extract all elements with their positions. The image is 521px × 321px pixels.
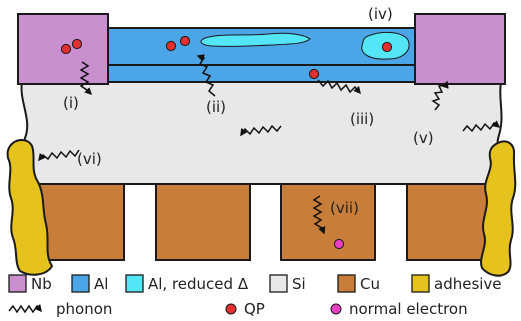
phonon-arrow — [38, 149, 80, 162]
legend-swatch-si — [269, 274, 288, 293]
qp-dot-6 — [308, 68, 320, 80]
niobium-pad-right — [414, 13, 506, 85]
legend-phonon-icon — [8, 303, 42, 314]
label-iv: (iv) — [368, 5, 393, 23]
phonon-arrow — [431, 80, 449, 111]
legend: Nb Al Al, reduced Δ Si Cu adhesive phono… — [8, 274, 502, 318]
label-i: (i) — [63, 94, 79, 112]
qp-dot-3 — [165, 40, 177, 52]
qp-dot-5 — [381, 41, 393, 53]
phonon-arrow — [240, 124, 282, 137]
copper-blocks — [36, 181, 492, 261]
label-vi: (vi) — [77, 150, 102, 168]
copper-block-1 — [36, 181, 125, 261]
phonon-arrow — [312, 195, 326, 235]
legend-label-qp: QP — [244, 300, 265, 318]
aluminum-film-bottom — [107, 64, 416, 83]
legend-normal-electron-icon — [330, 303, 342, 315]
legend-label-si: Si — [292, 275, 306, 293]
legend-swatch-nb — [8, 274, 27, 293]
label-ii: (ii) — [206, 98, 226, 116]
qp-dot-1 — [60, 43, 72, 55]
label-iii: (iii) — [350, 110, 374, 128]
copper-block-3 — [280, 181, 376, 261]
legend-label-nb: Nb — [31, 275, 52, 293]
legend-label-normal-electron: normal electron — [349, 300, 468, 318]
particles — [60, 35, 393, 250]
process-labels: (i) (ii) (iii) (iv) (v) (vi) (vii) — [63, 5, 434, 217]
qp-dot-2 — [71, 38, 83, 50]
label-v: (v) — [413, 129, 434, 147]
legend-qp-icon — [225, 303, 237, 315]
normal-electron-dot — [333, 238, 345, 250]
phonon-arrow — [462, 120, 501, 133]
qp-dot-4 — [179, 35, 191, 47]
phonon-arrow — [79, 61, 93, 96]
legend-label-cu: Cu — [360, 275, 380, 293]
legend-swatch-cu — [337, 274, 356, 293]
legend-label-adhesive: adhesive — [434, 275, 502, 293]
adhesive-right — [480, 140, 517, 277]
copper-block-2 — [155, 181, 251, 261]
adhesive-left — [6, 139, 54, 276]
copper-block-4 — [406, 181, 492, 261]
legend-swatch-al-reduced — [125, 274, 144, 293]
reduced-gap-region-1 — [200, 32, 311, 47]
phonons — [38, 54, 501, 235]
legend-label-al: Al — [94, 275, 108, 293]
legend-label-al-reduced: Al, reduced Δ — [148, 275, 249, 293]
legend-swatch-adhesive — [411, 274, 430, 293]
phonon-arrow — [196, 54, 216, 97]
legend-swatch-al — [71, 274, 90, 293]
phonon-arrow — [317, 79, 361, 95]
legend-label-phonon: phonon — [56, 300, 112, 318]
label-vii: (vii) — [330, 199, 359, 217]
